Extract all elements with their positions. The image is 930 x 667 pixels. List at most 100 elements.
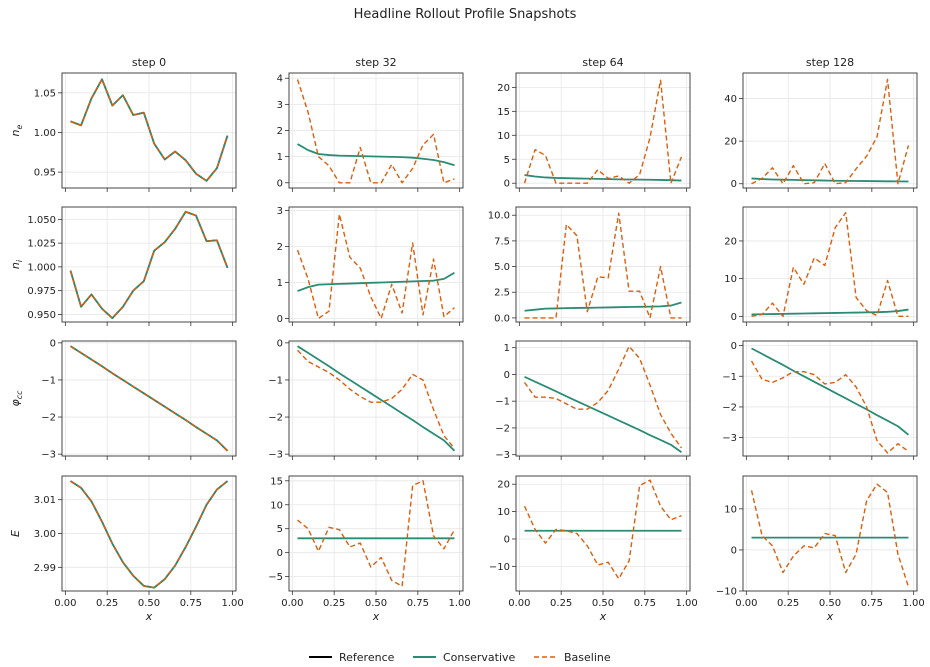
panel-E-col1: 0.00 0.25 0.50 0.75 1.00 −5 0 5 10 15 x bbox=[268, 475, 471, 623]
y-tick-label: 3.01 bbox=[34, 495, 56, 506]
y-tick-label: 1.025 bbox=[27, 239, 56, 250]
panel-frame bbox=[515, 475, 691, 592]
y-tick-label: 20 bbox=[724, 236, 737, 247]
legend-label-baseline: Baseline bbox=[564, 651, 611, 664]
panel-frame bbox=[515, 206, 691, 323]
x-tick-label: 0.25 bbox=[777, 598, 799, 609]
series-baseline-line bbox=[296, 79, 455, 184]
panel-frame bbox=[61, 340, 237, 457]
y-tick-label: 1.00 bbox=[34, 128, 56, 139]
y-tick-label: −2 bbox=[722, 402, 737, 413]
series-baseline-line bbox=[523, 479, 682, 580]
y-tick-label: −2 bbox=[41, 413, 56, 424]
y-tick-label: 1 bbox=[504, 343, 510, 354]
y-tick-label: 10.0 bbox=[488, 211, 510, 222]
y-tick-label: 5 bbox=[504, 155, 510, 166]
panel-frame bbox=[61, 475, 237, 592]
y-tick-label: 3.00 bbox=[34, 529, 56, 540]
panel-frame bbox=[61, 72, 237, 189]
x-tick-label: 0.00 bbox=[508, 598, 530, 609]
series-group bbox=[751, 78, 910, 185]
legend-label-conservative: Conservative bbox=[443, 651, 516, 664]
series-conservative-line bbox=[751, 308, 909, 316]
y-tick-label: 2 bbox=[277, 242, 283, 253]
y-tick-label: 10 bbox=[497, 131, 510, 142]
y-tick-label: 1.050 bbox=[27, 215, 56, 226]
y-tick-label: 7.5 bbox=[494, 236, 510, 247]
y-tick-label: −3 bbox=[41, 450, 56, 461]
y-tick-label: 2.5 bbox=[494, 288, 510, 299]
series-baseline-line bbox=[70, 480, 228, 589]
series-group bbox=[523, 479, 682, 580]
x-tick-label: 1.00 bbox=[222, 598, 244, 609]
series-baseline-line bbox=[523, 345, 683, 449]
y-axis-label: ni bbox=[9, 259, 24, 269]
x-axis-label: x bbox=[372, 610, 380, 623]
y-tick-label: 0 bbox=[50, 338, 56, 349]
series-group bbox=[751, 211, 909, 318]
y-tick-label: 0 bbox=[504, 534, 510, 545]
series-conservative-line bbox=[524, 174, 682, 182]
panel-n_e-col0: 0.95 1.00 1.05 step 0 ne bbox=[9, 56, 237, 192]
y-tick-label: 3 bbox=[277, 206, 283, 217]
y-tick-label: −10 bbox=[489, 562, 510, 573]
y-tick-label: −5 bbox=[268, 572, 283, 583]
y-tick-label: 0.0 bbox=[494, 313, 510, 324]
x-tick-label: 0.25 bbox=[96, 598, 118, 609]
panel-phi_cc-col3: 0 −1 −2 −3 bbox=[722, 340, 918, 460]
panel-frame bbox=[742, 340, 918, 457]
y-tick-label: 10 bbox=[724, 504, 737, 515]
column-title: step 0 bbox=[132, 56, 166, 69]
panel-frame bbox=[288, 475, 464, 592]
panel-E-col3: 0.00 0.25 0.50 0.75 1.00 −10 0 10 x bbox=[716, 475, 925, 623]
series-group bbox=[750, 347, 910, 454]
y-tick-label: 0 bbox=[277, 548, 283, 559]
x-tick-label: 1.00 bbox=[676, 598, 698, 609]
y-tick-label: −3 bbox=[722, 433, 737, 444]
panel-frame bbox=[742, 475, 918, 592]
panel-E-col2: 0.00 0.25 0.50 0.75 1.00 −10 0 10 20 x bbox=[489, 475, 698, 623]
y-tick-label: 10 bbox=[270, 500, 283, 511]
y-tick-label: −1 bbox=[41, 375, 56, 386]
legend-item-baseline: Baseline bbox=[534, 651, 611, 664]
y-tick-label: 0 bbox=[731, 179, 737, 190]
x-tick-label: 0.75 bbox=[180, 598, 202, 609]
y-tick-label: 15 bbox=[497, 107, 510, 118]
series-group bbox=[524, 212, 682, 319]
y-tick-label: 10 bbox=[724, 274, 737, 285]
series-group bbox=[297, 480, 456, 587]
y-tick-label: −2 bbox=[495, 423, 510, 434]
panel-frame bbox=[288, 72, 464, 189]
y-tick-label: 20 bbox=[497, 480, 510, 491]
y-tick-label: 1 bbox=[277, 278, 283, 289]
x-tick-label: 0.00 bbox=[54, 598, 76, 609]
series-group bbox=[70, 78, 229, 182]
y-tick-label: 20 bbox=[724, 137, 737, 148]
x-tick-label: 0.75 bbox=[861, 598, 883, 609]
x-tick-label: 0.50 bbox=[365, 598, 387, 609]
x-tick-label: 0.00 bbox=[281, 598, 303, 609]
x-tick-label: 0.50 bbox=[138, 598, 160, 609]
y-axis-label: φcc bbox=[9, 390, 24, 407]
series-baseline-line bbox=[751, 211, 909, 318]
y-tick-label: 5.0 bbox=[494, 262, 510, 273]
y-tick-label: 1 bbox=[277, 152, 283, 163]
y-tick-label: 0 bbox=[731, 545, 737, 556]
panel-E-col0: 0.00 0.25 0.50 0.75 1.00 2.99 3.00 3.01 x E bbox=[9, 475, 244, 623]
y-tick-label: 1.000 bbox=[27, 262, 56, 273]
x-tick-label: 0.25 bbox=[550, 598, 572, 609]
series-conservative-line bbox=[751, 347, 910, 436]
y-tick-label: −10 bbox=[716, 587, 737, 598]
y-tick-label: 0 bbox=[731, 312, 737, 323]
panel-frame bbox=[515, 72, 691, 189]
x-tick-label: 1.00 bbox=[903, 598, 925, 609]
y-tick-label: 0.950 bbox=[27, 310, 56, 321]
panel-n_i-col2: 0.0 2.5 5.0 7.5 10.0 bbox=[488, 206, 691, 326]
series-baseline-line bbox=[70, 345, 228, 452]
legend: Reference Conservative Baseline bbox=[309, 651, 611, 664]
series-baseline-line bbox=[70, 78, 229, 182]
x-tick-label: 1.00 bbox=[449, 598, 471, 609]
x-axis-label: x bbox=[599, 610, 607, 623]
y-tick-label: −3 bbox=[268, 450, 283, 461]
column-title: step 64 bbox=[582, 56, 623, 69]
